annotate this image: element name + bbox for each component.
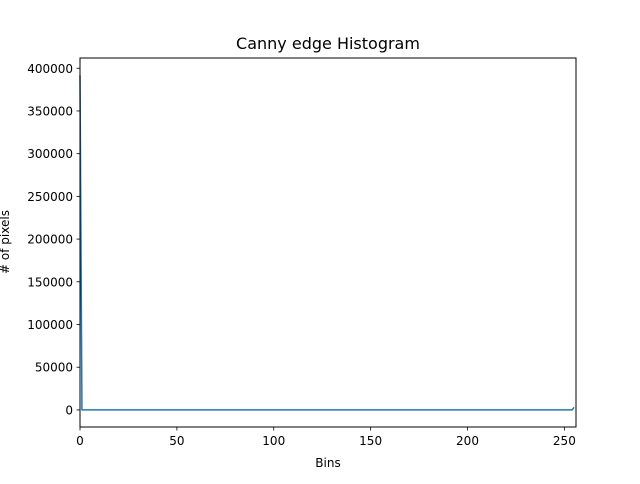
y-tick-label-0: 0	[65, 403, 73, 417]
y-tick-label-3: 150000	[27, 275, 73, 289]
y-tick-label-2: 100000	[27, 318, 73, 332]
x-tick-label-1: 50	[169, 434, 184, 448]
x-tick-label-4: 200	[456, 434, 479, 448]
series-line-0	[79, 75, 575, 411]
y-tick-label-8: 400000	[27, 62, 73, 76]
x-tick-label-5: 250	[553, 434, 576, 448]
x-ticks: 0 50 100 150 200 250	[76, 427, 576, 448]
y-tick-label-4: 200000	[27, 233, 73, 247]
y-tick-label-6: 300000	[27, 147, 73, 161]
plot-frame	[79, 57, 577, 428]
x-axis-label: Bins	[315, 456, 340, 470]
plot-background	[80, 58, 576, 427]
y-tick-label-5: 250000	[27, 190, 73, 204]
x-tick-label-3: 150	[359, 434, 382, 448]
y-tick-label-1: 50000	[35, 361, 73, 375]
y-ticks: 0 50000 100000 150000 200000 250000 300000 3500…	[27, 62, 80, 417]
y-tick-label-7: 350000	[27, 104, 73, 118]
plot-area	[80, 58, 576, 427]
y-axis-label: # of pixels	[0, 210, 12, 274]
series-layer	[79, 75, 575, 411]
x-tick-label-0: 0	[76, 434, 84, 448]
x-tick-label-2: 100	[262, 434, 285, 448]
chart-title: Canny edge Histogram	[236, 34, 420, 53]
